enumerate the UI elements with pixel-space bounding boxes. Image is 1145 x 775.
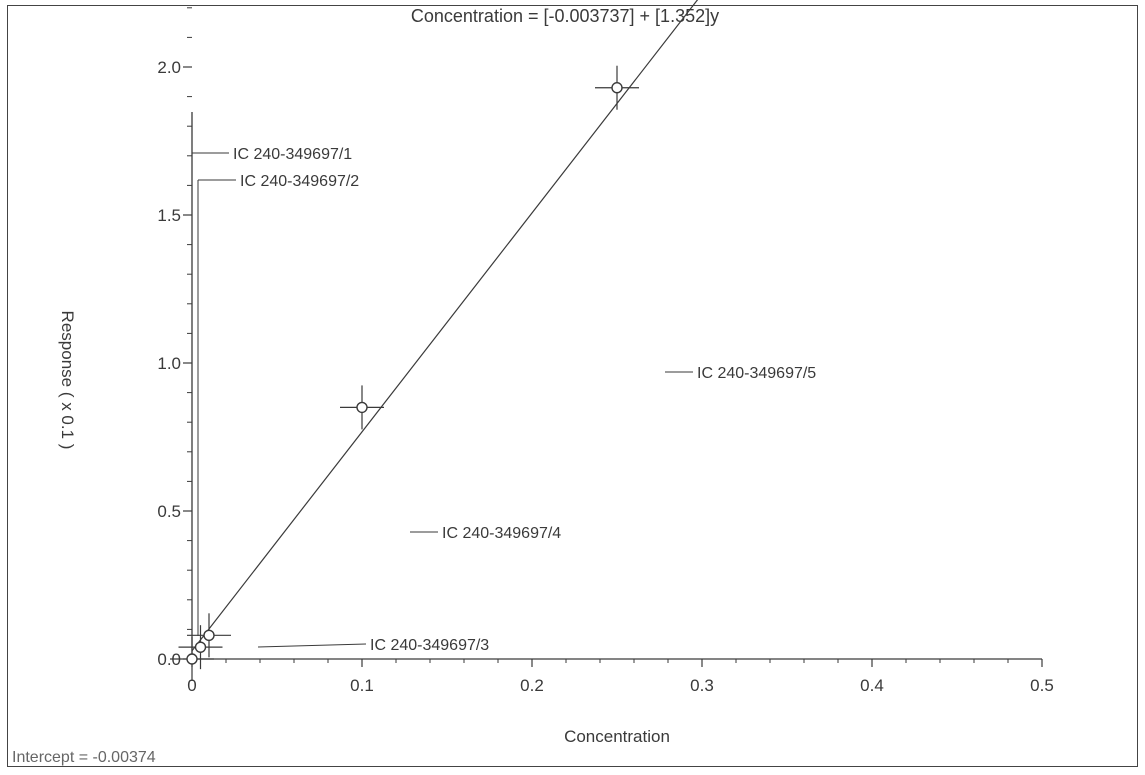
annotation-label: IC 240-349697/1 [233, 146, 352, 163]
annotation-label: IC 240-349697/4 [442, 525, 561, 542]
point-marker [203, 629, 215, 642]
annotation-label: IC 240-349697/3 [370, 637, 489, 654]
annotation-leader [257, 643, 367, 648]
x-tick-label: 0.1 [350, 676, 374, 695]
point-marker [186, 653, 198, 665]
chart-title: Concentration = [-0.003737] + [1.352]y [411, 6, 719, 26]
x-tick-label: 0.4 [860, 676, 884, 695]
y-axis-label: Response ( x 0.1 ) [58, 311, 77, 450]
x-axis-label: Concentration [564, 727, 670, 746]
annotation-label: IC 240-349697/5 [697, 365, 816, 382]
x-tick-label: 0.2 [520, 676, 544, 695]
data-point [170, 637, 214, 681]
x-tick-label: 0.3 [690, 676, 714, 695]
y-tick-label: 2.0 [157, 58, 181, 77]
point-marker [611, 82, 623, 94]
annotation-label: IC 240-349697/2 [240, 173, 359, 190]
intercept-footer: Intercept = -0.00374 [12, 749, 156, 766]
y-tick-label: 1.5 [157, 206, 181, 225]
x-tick-label: 0.5 [1030, 676, 1054, 695]
y-tick-label: 1.0 [157, 354, 181, 373]
y-tick-label: 0.0 [157, 650, 181, 669]
point-marker [356, 401, 368, 414]
data-point [178, 625, 223, 670]
data-point [340, 385, 384, 430]
chart-frame [7, 5, 1138, 767]
data-point [595, 65, 639, 110]
point-marker [194, 641, 207, 653]
axes: 00.10.20.30.40.50.00.51.01.52.02.53.03.5 [157, 7, 1054, 695]
y-tick-label: 0.5 [157, 502, 181, 521]
point-annotations: IC 240-349697/1 IC 240-349697/2 IC 240-349… [192, 146, 816, 654]
data-points [170, 65, 639, 681]
data-point [187, 613, 231, 658]
x-tick-label: 0 [187, 676, 196, 695]
